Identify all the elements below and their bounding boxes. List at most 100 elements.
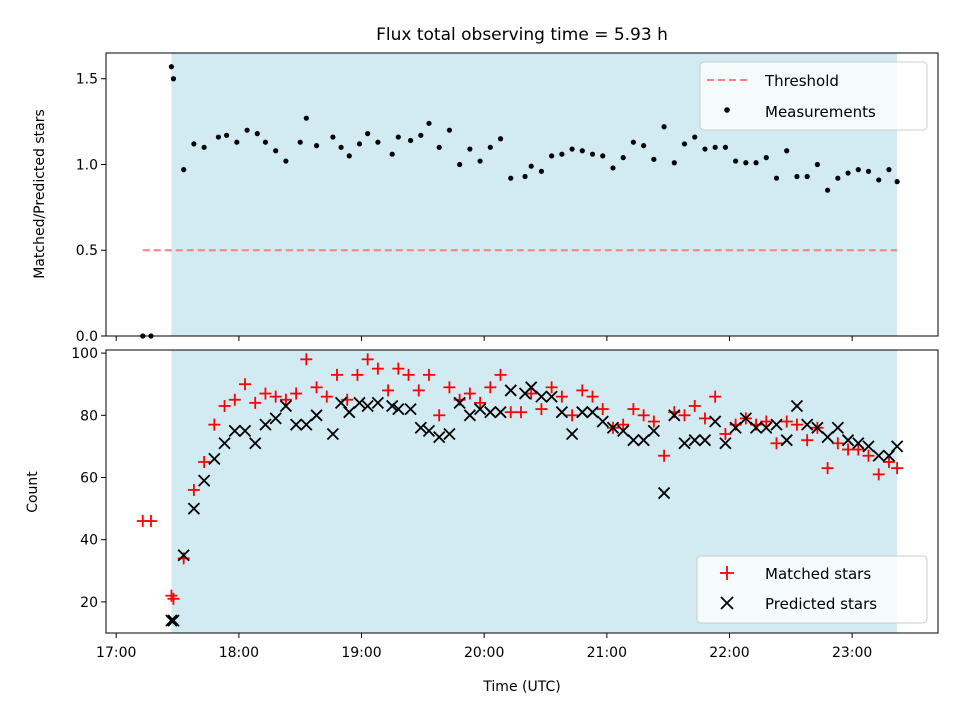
predicted-star-marker <box>565 427 579 441</box>
measurement-point <box>497 136 504 142</box>
predicted-star-marker <box>208 452 221 465</box>
predicted-star-marker <box>473 402 487 416</box>
measurement-point <box>855 167 861 173</box>
measurement-point <box>845 170 851 176</box>
predicted-star-marker <box>392 402 405 416</box>
x-tick-label: 20:00 <box>464 645 504 661</box>
measurement-point <box>313 143 320 149</box>
matched-star-marker <box>658 449 671 462</box>
top-legend-box <box>699 61 928 131</box>
bottom-y-tick-label: 80 <box>80 408 98 424</box>
matched-star-marker <box>382 384 395 397</box>
matched-star-marker <box>647 415 660 428</box>
predicted-star-marker <box>361 399 374 413</box>
x-tick-label: 22:00 <box>709 645 749 661</box>
measurement-point <box>610 165 616 171</box>
predicted-star-marker <box>300 418 313 431</box>
bottom-y-axis: 20 40 60 80 100 <box>71 346 106 611</box>
measurement-point <box>418 132 424 138</box>
measurement-point <box>168 64 175 70</box>
matched-star-marker <box>586 390 599 403</box>
predicted-star-marker <box>811 421 824 434</box>
predicted-star-marker <box>801 418 814 431</box>
measurement-point <box>436 144 442 150</box>
matched-star-marker <box>525 387 538 400</box>
matched-star-marker <box>422 368 435 381</box>
matched-star-marker <box>361 353 374 366</box>
measurement-point <box>712 144 718 150</box>
matched-star-marker <box>392 362 405 375</box>
measurement-point <box>589 151 596 157</box>
matched-star-marker <box>249 396 262 409</box>
bottom-x-axis: 17:00 18:00 19:00 20:00 21:00 22:00 23:00 <box>96 633 872 661</box>
predicted-legend-label: Predicted stars <box>765 595 877 613</box>
measurement-point <box>733 158 739 164</box>
matched-star-marker <box>678 409 691 422</box>
matched-star-marker <box>872 468 885 481</box>
predicted-star-marker <box>576 406 589 419</box>
predicted-star-marker <box>269 412 282 425</box>
top-y-tick-label: 0.0 <box>76 329 98 345</box>
matched-star-marker <box>891 462 904 475</box>
predicted-star-marker <box>729 421 742 434</box>
top-y-tick-label: 1.5 <box>76 72 98 88</box>
matched-star-marker <box>688 399 701 412</box>
predicted-star-marker <box>647 424 660 437</box>
matched-star-marker <box>412 384 425 397</box>
matched-star-marker <box>842 443 855 456</box>
measurement-point <box>426 120 432 126</box>
matched-star-marker <box>167 592 180 605</box>
predicted-star-marker <box>187 502 201 515</box>
measurement-point <box>804 173 810 180</box>
measurement-point <box>743 160 749 166</box>
measurement-point <box>784 148 790 154</box>
predicted-star-marker <box>453 396 466 410</box>
predicted-star-marker <box>422 424 436 437</box>
measurement-point <box>814 161 820 168</box>
measurement-point <box>702 146 708 152</box>
measurement-point <box>681 141 688 147</box>
matched-star-marker <box>351 368 364 381</box>
predicted-star-marker <box>841 434 855 447</box>
predicted-star-marker <box>310 409 323 422</box>
predicted-star-marker <box>831 421 844 434</box>
measurement-point <box>181 167 187 173</box>
matched-star-marker <box>821 462 834 475</box>
predicted-star-marker <box>504 384 517 397</box>
predicted-star-marker <box>555 406 568 419</box>
matched-star-marker <box>279 393 292 406</box>
predicted-star-marker <box>852 437 865 450</box>
top-y-tick-label: 0.5 <box>76 243 98 259</box>
measurement-point <box>477 158 483 164</box>
top-legend: Threshold Measurements <box>699 61 928 131</box>
measurements-legend-swatch <box>724 107 730 113</box>
predicted-star-marker <box>218 437 231 450</box>
measurement-point <box>538 168 545 174</box>
measurement-point <box>569 146 575 152</box>
predicted-star-marker <box>494 406 507 419</box>
predicted-star-marker <box>228 424 241 437</box>
measurement-point <box>651 156 657 162</box>
measurement-point <box>330 134 336 140</box>
measurement-point <box>215 134 222 140</box>
predicted-star-marker <box>484 406 497 419</box>
measurement-points <box>140 64 900 339</box>
matched-star-marker <box>862 449 875 462</box>
x-tick-label: 17:00 <box>96 645 136 661</box>
predicted-star-marker <box>586 406 599 419</box>
predicted-stars-points <box>165 381 904 627</box>
matched-star-marker <box>443 381 456 394</box>
x-tick-label: 23:00 <box>832 645 872 661</box>
measurement-point <box>579 148 585 154</box>
predicted-star-marker <box>545 390 558 403</box>
matched-star-marker <box>290 387 303 400</box>
matched-star-marker <box>484 381 497 394</box>
matched-star-marker <box>770 437 783 450</box>
matched-star-marker <box>576 384 589 397</box>
measurement-point <box>835 175 841 181</box>
predicted-star-marker <box>760 421 773 434</box>
matched-star-marker <box>239 378 252 391</box>
measurement-point <box>641 143 647 149</box>
predicted-star-marker <box>343 406 356 419</box>
